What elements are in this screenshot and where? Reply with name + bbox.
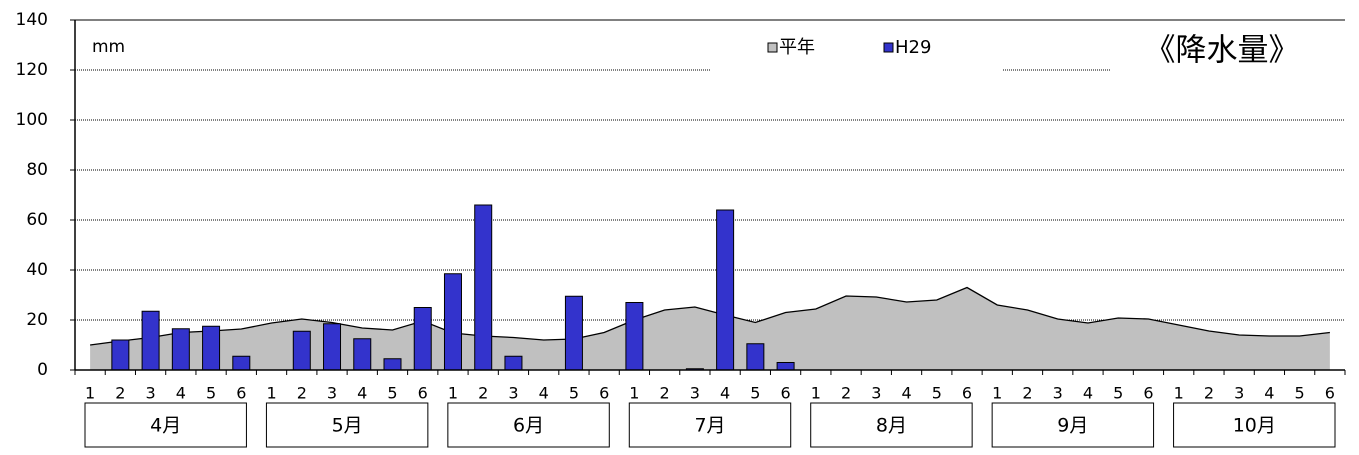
bar <box>443 273 462 371</box>
x-tick-label: 3 <box>690 384 700 403</box>
x-tick-label: 4 <box>1264 384 1274 403</box>
bar <box>776 362 795 371</box>
bar <box>625 302 644 371</box>
month-box <box>991 402 1155 448</box>
month-label: 7月 <box>694 415 725 437</box>
chart-title: 《降水量》 <box>1145 33 1300 69</box>
x-tick-label: 5 <box>387 384 397 403</box>
month-label: 5月 <box>332 415 363 437</box>
x-tick-label: 6 <box>1143 384 1153 403</box>
x-tick-label: 3 <box>146 384 156 403</box>
x-tick-label: 5 <box>569 384 579 403</box>
x-tick-label: 4 <box>176 384 186 403</box>
x-tick-label: 1 <box>448 384 458 403</box>
unit-label: mm <box>92 37 125 57</box>
month-label: 8月 <box>876 415 907 437</box>
x-tick-label: 6 <box>236 384 246 403</box>
y-tick-label: 20 <box>26 310 48 330</box>
x-tick-label: 5 <box>206 384 216 403</box>
y-tick-label: 0 <box>37 360 48 380</box>
x-tick-label: 3 <box>327 384 337 403</box>
bar <box>383 358 402 371</box>
y-tick-label: 120 <box>16 60 48 80</box>
area-fill <box>90 287 1330 370</box>
month-box <box>1173 402 1336 448</box>
x-tick-label: 1 <box>85 384 95 403</box>
x-tick-label: 5 <box>932 384 942 403</box>
legend: 平年 H29 <box>767 37 931 58</box>
x-tick-label: 4 <box>1083 384 1093 403</box>
bar <box>171 328 190 371</box>
bar <box>323 323 342 371</box>
bar <box>111 339 130 371</box>
bar <box>292 330 311 371</box>
x-tick-label: 6 <box>781 384 791 403</box>
x-tick-label: 2 <box>115 384 125 403</box>
bar <box>413 307 432 371</box>
bar <box>716 209 735 371</box>
x-tick-label: 4 <box>539 384 549 403</box>
month-label: 10月 <box>1233 415 1276 437</box>
legend-label: H29 <box>895 37 931 58</box>
title-background <box>1110 60 1345 82</box>
bar <box>564 295 583 371</box>
x-tick-label: 3 <box>1234 384 1244 403</box>
x-tick-label: 2 <box>478 384 488 403</box>
month-box <box>628 402 792 448</box>
x-tick-label: 5 <box>1113 384 1123 403</box>
month-box <box>447 402 610 448</box>
x-tick-label: 3 <box>871 384 881 403</box>
x-tick-label: 1 <box>1174 384 1184 403</box>
bar <box>232 355 251 371</box>
legend-label: 平年 <box>779 37 815 58</box>
bar <box>474 204 493 371</box>
x-tick-label: 5 <box>1295 384 1305 403</box>
x-tick-label: 6 <box>418 384 428 403</box>
x-tick-label: 5 <box>750 384 760 403</box>
month-label: 6月 <box>513 415 544 437</box>
month-label: 4月 <box>150 415 181 437</box>
x-tick-label: 2 <box>841 384 851 403</box>
x-tick-label: 6 <box>1325 384 1335 403</box>
y-tick-label: 100 <box>16 110 48 130</box>
legend-swatch <box>767 42 778 53</box>
axis-layer: 0 20 40 60 80 100 120 140 1 2 3 4 5 6 1 2 3 4 5 6 1 2 3 4 5 6 1 2 3 4… <box>16 10 1346 448</box>
month-box <box>810 402 973 448</box>
bar <box>746 343 765 371</box>
bar <box>353 338 372 371</box>
y-tick-label: 60 <box>26 210 48 230</box>
y-tick-label: 40 <box>26 260 48 280</box>
x-tick-label: 4 <box>357 384 367 403</box>
bar <box>202 325 221 371</box>
month-label: 9月 <box>1057 415 1088 437</box>
area-line <box>90 286 1330 346</box>
x-tick-label: 4 <box>720 384 730 403</box>
x-tick-label: 1 <box>629 384 639 403</box>
x-tick-label: 2 <box>660 384 670 403</box>
month-box <box>265 402 429 448</box>
x-tick-label: 2 <box>1204 384 1214 403</box>
legend-background <box>710 60 1003 82</box>
x-tick-label: 1 <box>811 384 821 403</box>
bar <box>141 310 160 371</box>
x-tick-label: 1 <box>266 384 276 403</box>
x-tick-label: 1 <box>992 384 1002 403</box>
x-tick-label: 6 <box>599 384 609 403</box>
x-tick-label: 6 <box>962 384 972 403</box>
x-tick-label: 3 <box>1053 384 1063 403</box>
y-tick-label: 80 <box>26 160 48 180</box>
x-tick-label: 2 <box>1022 384 1032 403</box>
y-tick-label: 140 <box>16 10 48 30</box>
x-tick-label: 4 <box>901 384 911 403</box>
month-box <box>84 402 247 448</box>
legend-swatch <box>883 42 894 53</box>
x-tick-label: 2 <box>297 384 307 403</box>
bar <box>504 355 523 371</box>
x-tick-label: 3 <box>508 384 518 403</box>
mark-layer <box>90 204 1330 371</box>
